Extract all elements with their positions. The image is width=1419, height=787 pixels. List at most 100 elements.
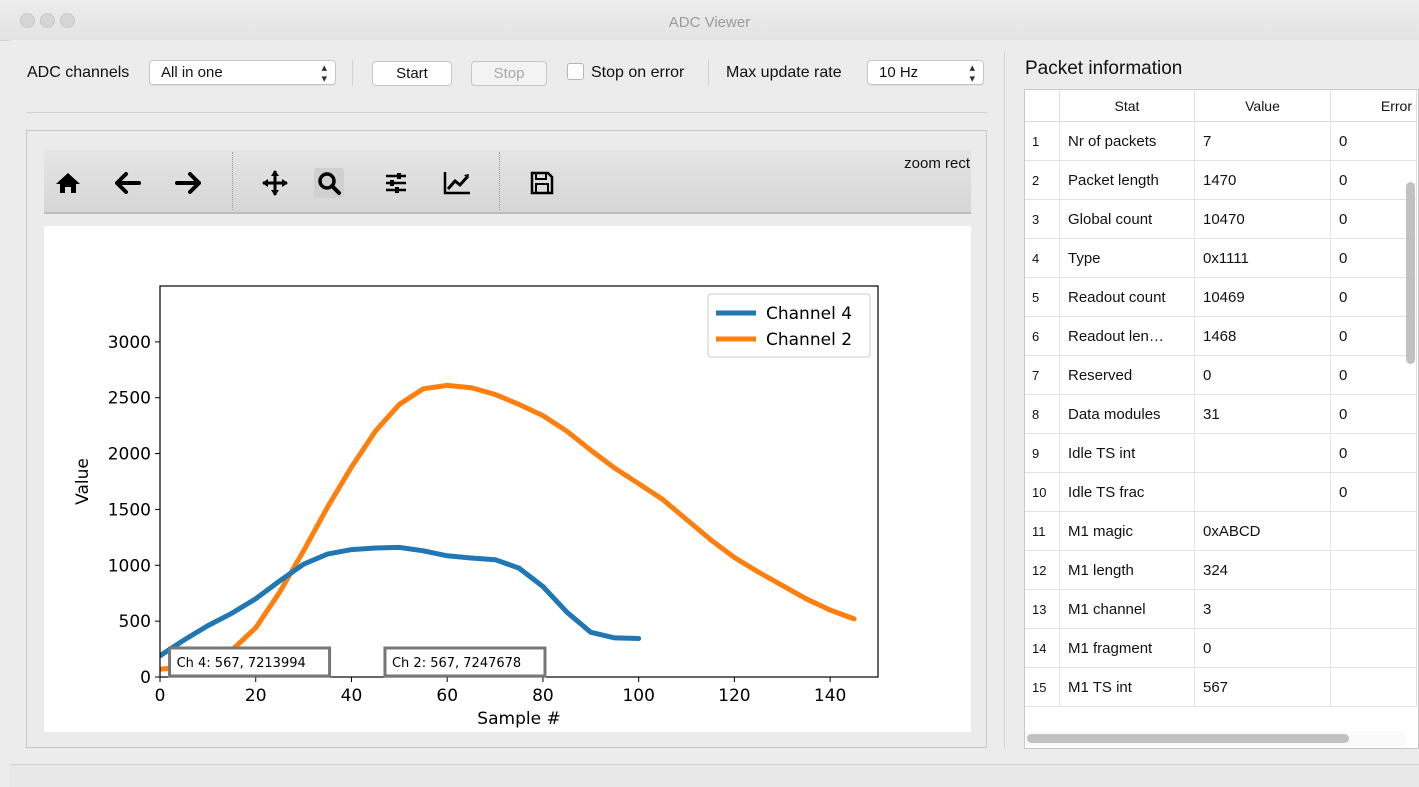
stat-cell: Readout count	[1059, 277, 1195, 317]
table-row[interactable]: 2 Packet length 1470 0	[1025, 160, 1417, 200]
line-chart[interactable]: 0 20 40 60 80 100 120 140 0 500 1000 1500 2000 2500 30…	[44, 226, 971, 732]
annotation-text: Ch 2: 567, 7247678	[392, 656, 521, 671]
value-cell: 10469	[1194, 277, 1331, 317]
plot-figure[interactable]: 0 20 40 60 80 100 120 140 0 500 1000 1500 2000 2500 30…	[44, 226, 971, 732]
close-window-button[interactable]	[20, 13, 35, 28]
value-cell: 567	[1194, 667, 1331, 707]
value-cell: 31	[1194, 394, 1331, 434]
row-number: 6	[1025, 316, 1060, 356]
row-number: 1	[1025, 121, 1060, 161]
column-header-error[interactable]: Error	[1330, 90, 1417, 122]
column-header-value[interactable]: Value	[1194, 90, 1331, 122]
adc-channels-select[interactable]: All in one ▴ ▾	[149, 60, 336, 85]
table-row[interactable]: 6 Readout len… 1468 0	[1025, 316, 1417, 356]
table-row[interactable]: 8 Data modules 31 0	[1025, 394, 1417, 434]
home-icon[interactable]	[53, 168, 83, 198]
x-axis-label: Sample #	[477, 709, 560, 729]
x-tick-label: 120	[718, 686, 750, 706]
row-number: 3	[1025, 199, 1060, 239]
table-row[interactable]: 4 Type 0x1111 0	[1025, 238, 1417, 278]
error-cell: 0	[1330, 394, 1417, 434]
y-tick-label: 2500	[108, 389, 151, 409]
annotation-box	[383, 646, 547, 678]
value-cell: 1468	[1194, 316, 1331, 356]
y-axis-label: Value	[73, 458, 93, 505]
zoom-window-button[interactable]	[60, 13, 75, 28]
configure-subplots-icon[interactable]	[381, 168, 411, 198]
value-cell: 0	[1194, 355, 1331, 395]
table-row[interactable]: 1 Nr of packets 7 0	[1025, 121, 1417, 161]
error-cell: 0	[1330, 433, 1417, 473]
y-tick-label: 1000	[108, 556, 151, 576]
forward-arrow-icon[interactable]	[173, 168, 203, 198]
row-number: 8	[1025, 394, 1060, 434]
value-cell: 3	[1194, 589, 1331, 629]
stop-on-error-label: Stop on error	[591, 64, 685, 81]
packet-info-title: Packet information	[1025, 58, 1183, 79]
x-tick-label: 20	[245, 686, 267, 706]
value-cell	[1194, 472, 1331, 512]
y-tick-label: 0	[140, 668, 151, 688]
max-update-rate-value: 10 Hz	[879, 64, 919, 81]
column-header-stat[interactable]: Stat	[1059, 90, 1195, 122]
error-cell	[1330, 511, 1417, 551]
value-cell: 0x1111	[1194, 238, 1331, 278]
error-cell: 0	[1330, 121, 1417, 161]
x-tick-label: 80	[532, 686, 554, 706]
stat-cell: Packet length	[1059, 160, 1195, 200]
back-arrow-icon[interactable]	[113, 168, 143, 198]
table-row[interactable]: 12 M1 length 324	[1025, 550, 1417, 590]
stop-on-error-checkbox[interactable]	[567, 63, 584, 80]
row-number: 9	[1025, 433, 1060, 473]
max-update-rate-select[interactable]: 10 Hz ▴ ▾	[867, 60, 984, 85]
stat-cell: Idle TS frac	[1059, 472, 1195, 512]
stat-cell: Reserved	[1059, 355, 1195, 395]
horizontal-scrollbar[interactable]	[1027, 734, 1349, 743]
table-row[interactable]: 10 Idle TS frac 0	[1025, 472, 1417, 512]
table-row[interactable]: 5 Readout count 10469 0	[1025, 277, 1417, 317]
window-title: ADC Viewer	[668, 14, 751, 31]
value-cell: 10470	[1194, 199, 1331, 239]
table-row[interactable]: 11 M1 magic 0xABCD	[1025, 511, 1417, 551]
table-row[interactable]: 9 Idle TS int 0	[1025, 433, 1417, 473]
error-cell: 0	[1330, 316, 1417, 356]
value-cell	[1194, 433, 1331, 473]
toolbar-mode-label: zoom rect	[904, 155, 970, 172]
updown-chevron-icon: ▴ ▾	[321, 62, 327, 85]
table-row[interactable]: 7 Reserved 0 0	[1025, 355, 1417, 395]
error-cell: 0	[1330, 199, 1417, 239]
value-cell: 0xABCD	[1194, 511, 1331, 551]
annotation-box	[168, 646, 332, 678]
stat-cell: M1 TS int	[1059, 667, 1195, 707]
row-number: 13	[1025, 589, 1060, 629]
error-cell: 0	[1330, 355, 1417, 395]
error-cell	[1330, 667, 1417, 707]
stat-cell: M1 magic	[1059, 511, 1195, 551]
stop-button[interactable]: Stop	[471, 61, 547, 86]
table-row[interactable]: 14 M1 fragment 0	[1025, 628, 1417, 668]
x-tick-label: 140	[814, 686, 846, 706]
table-row[interactable]: 15 M1 TS int 567	[1025, 667, 1417, 707]
zoom-icon[interactable]	[314, 168, 344, 198]
legend-label: Channel 4	[766, 304, 852, 324]
splitter-handle[interactable]	[1004, 52, 1005, 748]
packet-info-table[interactable]: Stat Value Error 1 Nr of packets 7 0 2 Packet…	[1024, 89, 1419, 749]
save-icon[interactable]	[527, 168, 557, 198]
adc-channels-value: All in one	[161, 64, 223, 81]
stat-cell: M1 length	[1059, 550, 1195, 590]
table-row[interactable]: 13 M1 channel 3	[1025, 589, 1417, 629]
toolbar-separator	[499, 152, 500, 210]
stat-cell: Nr of packets	[1059, 121, 1195, 161]
minimize-window-button[interactable]	[40, 13, 55, 28]
row-number: 2	[1025, 160, 1060, 200]
table-row[interactable]: 3 Global count 10470 0	[1025, 199, 1417, 239]
x-tick-label: 40	[341, 686, 363, 706]
series-line-channel-4	[160, 544, 642, 659]
max-update-rate-label: Max update rate	[726, 64, 842, 81]
toolbar-separator	[708, 60, 709, 86]
start-button[interactable]: Start	[372, 61, 452, 86]
vertical-scrollbar[interactable]	[1406, 182, 1415, 364]
edit-axis-icon[interactable]	[442, 168, 472, 198]
pan-icon[interactable]	[260, 168, 290, 198]
row-number: 5	[1025, 277, 1060, 317]
